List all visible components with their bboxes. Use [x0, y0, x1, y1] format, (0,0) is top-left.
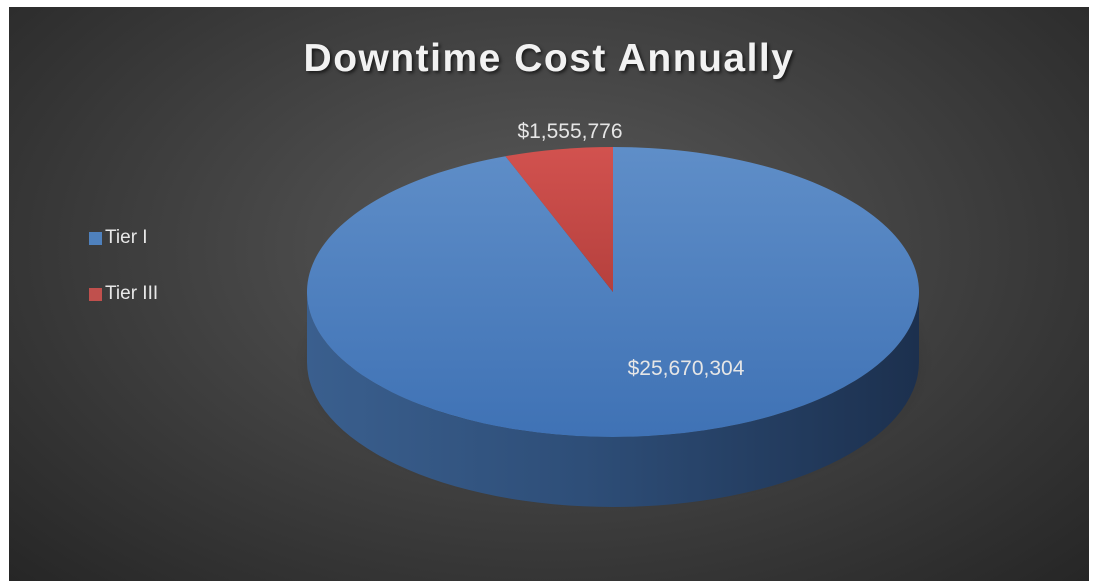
- legend-label-tier-iii: Tier III: [105, 283, 159, 304]
- legend-swatch-tier-i: [89, 231, 102, 245]
- pie-slices: [307, 147, 920, 507]
- legend-item-tier-i: Tier I: [89, 225, 158, 251]
- chart-area: Downtime Cost Annually Tier I Tier III: [9, 7, 1089, 581]
- legend-label-tier-i: Tier I: [105, 227, 148, 248]
- legend-swatch-tier-iii: [89, 287, 102, 301]
- chart-title: Downtime Cost Annually: [303, 37, 795, 80]
- pie-slice-tier-iii[interactable]: [505, 147, 613, 292]
- pie-data-labels: $25,670,304 $1,555,776: [517, 120, 744, 380]
- pie-slice-tier-i[interactable]: [307, 147, 920, 437]
- data-label-tier-i: $25,670,304: [628, 357, 745, 380]
- legend-item-tier-iii: Tier III: [89, 281, 158, 307]
- pie-chart: $25,670,304 $1,555,776: [294, 120, 934, 509]
- legend: Tier I Tier III: [89, 225, 158, 337]
- data-label-tier-iii: $1,555,776: [517, 120, 622, 143]
- pie-side-tier-i: [307, 292, 919, 507]
